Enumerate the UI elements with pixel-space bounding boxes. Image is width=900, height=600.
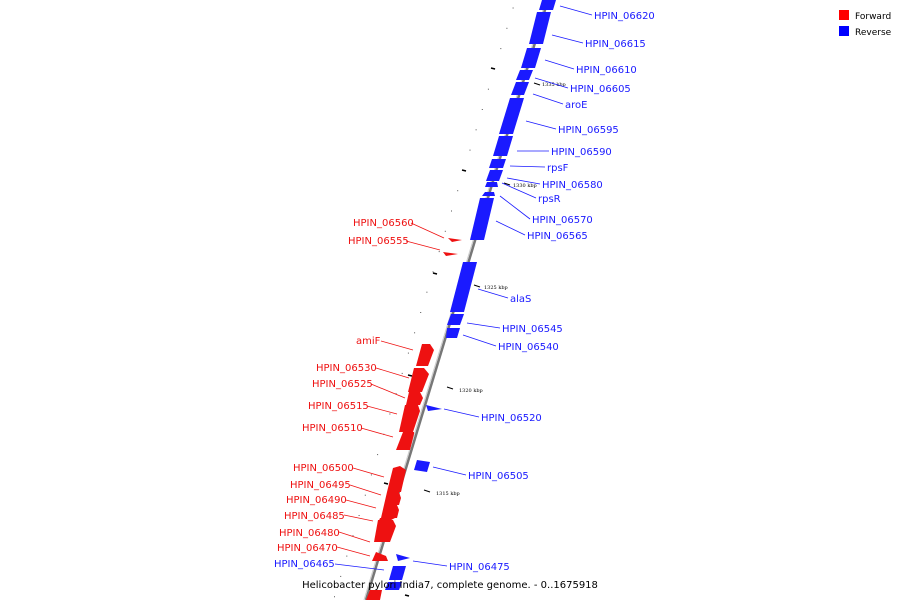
- gene-HPIN_06545[interactable]: [447, 314, 464, 325]
- legend: Forward Reverse: [839, 10, 892, 38]
- legend-swatch-reverse: [839, 26, 849, 36]
- kbp-scale: 1335 kbp 1330 kbp 1325 kbp 1320 kbp 1315…: [423, 82, 566, 497]
- gene-label[interactable]: HPIN_06555: [348, 236, 409, 247]
- tick-mark-major: [461, 169, 467, 172]
- gene-HPIN_06595[interactable]: [499, 98, 524, 134]
- gene-HPIN_06570[interactable]: [482, 192, 495, 196]
- gene-label[interactable]: HPIN_06540: [498, 342, 559, 353]
- reverse-leader-lines: [334, 5, 593, 571]
- gene-label[interactable]: HPIN_06515: [308, 401, 369, 412]
- gene-HPIN_06530[interactable]: [408, 368, 429, 392]
- kbp-label-1335: 1335 kbp: [542, 82, 566, 88]
- gene-label[interactable]: HPIN_06530: [316, 363, 377, 374]
- gene-HPIN_06605[interactable]: [516, 70, 533, 80]
- legend-label-reverse: Reverse: [855, 28, 892, 38]
- gene-HPIN_06465[interactable]: [389, 566, 406, 580]
- gene-label[interactable]: HPIN_06615: [585, 39, 646, 50]
- gene-label[interactable]: HPIN_06480: [279, 528, 340, 539]
- gene-label[interactable]: HPIN_06495: [290, 480, 351, 491]
- gene-HPIN_06565[interactable]: [470, 198, 494, 240]
- gene-label[interactable]: HPIN_06490: [286, 495, 347, 506]
- gene-HPIN_06515[interactable]: [399, 405, 420, 432]
- gene-label[interactable]: HPIN_06510: [302, 423, 363, 434]
- gene-HPIN_06590[interactable]: [493, 136, 513, 156]
- gene-label[interactable]: rpsR: [538, 194, 561, 205]
- gene-HPIN_06560[interactable]: [448, 238, 462, 242]
- gene-label[interactable]: HPIN_06565: [527, 231, 588, 242]
- forward-leader-lines: [336, 222, 445, 557]
- gene-label[interactable]: HPIN_06475: [449, 562, 510, 573]
- tick-mark-major: [432, 272, 438, 275]
- gene-HPIN_06475[interactable]: [396, 554, 410, 561]
- kbp-label-1320: 1320 kbp: [459, 388, 483, 394]
- gene-label[interactable]: HPIN_06570: [532, 215, 593, 226]
- gene-label[interactable]: HPIN_06525: [312, 379, 373, 390]
- legend-label-forward: Forward: [855, 12, 891, 22]
- gene-label[interactable]: HPIN_06595: [558, 125, 619, 136]
- gene-label[interactable]: HPIN_06580: [542, 180, 603, 191]
- gene-label[interactable]: HPIN_06620: [594, 11, 655, 22]
- gene-HPIN_06480[interactable]: [374, 520, 396, 542]
- kbp-label-1315: 1315 kbp: [436, 491, 460, 497]
- gene-HPIN_06540[interactable]: [446, 328, 460, 338]
- gene-HPIN_06505[interactable]: [414, 460, 430, 472]
- gene-label[interactable]: HPIN_06470: [277, 543, 338, 554]
- gene-label[interactable]: alaS: [510, 294, 531, 305]
- gene-HPIN_06470[interactable]: [372, 552, 388, 561]
- gene-HPIN_06500[interactable]: [387, 466, 406, 492]
- gene-label[interactable]: HPIN_06505: [468, 471, 529, 482]
- genome-caption: Helicobacter pylori India7, complete gen…: [302, 580, 598, 591]
- gene-label[interactable]: HPIN_06590: [551, 147, 612, 158]
- gene-HPIN_06525[interactable]: [406, 392, 423, 405]
- kbp-label-1330: 1330 kbp: [513, 183, 537, 189]
- gene-HPIN_06520[interactable]: [426, 405, 442, 411]
- gene-alaS[interactable]: [450, 262, 477, 312]
- gene-label[interactable]: HPIN_06465: [274, 559, 335, 570]
- gene-reverse-bottom[interactable]: [385, 582, 402, 590]
- gene-label[interactable]: rpsF: [547, 163, 569, 174]
- legend-swatch-forward: [839, 10, 849, 20]
- tick-marks: [334, 7, 514, 598]
- forward-gene-labels: HPIN_06560 HPIN_06555 amiF HPIN_06530 HP…: [277, 218, 414, 554]
- gene-label[interactable]: HPIN_06610: [576, 65, 637, 76]
- gene-label[interactable]: aroE: [565, 100, 587, 111]
- tick-mark-major: [383, 482, 389, 485]
- reverse-gene-labels: HPIN_06620 HPIN_06615 HPIN_06610 HPIN_06…: [274, 11, 655, 573]
- reverse-strand-genes: [385, 0, 556, 590]
- gene-label[interactable]: HPIN_06545: [502, 324, 563, 335]
- gene-rpsF[interactable]: [489, 159, 506, 168]
- kbp-label-1325: 1325 kbp: [484, 285, 508, 291]
- tick-mark-major: [490, 67, 496, 70]
- gene-HPIN_06580[interactable]: [486, 170, 503, 181]
- gene-HPIN_06490[interactable]: [381, 505, 399, 518]
- gene-HPIN_06510[interactable]: [396, 432, 414, 450]
- gene-HPIN_06610[interactable]: [521, 48, 541, 68]
- gene-aroE[interactable]: [511, 82, 529, 95]
- gene-label[interactable]: HPIN_06485: [284, 511, 345, 522]
- gene-label[interactable]: HPIN_06520: [481, 413, 542, 424]
- gene-label[interactable]: amiF: [356, 336, 381, 347]
- gene-amiF[interactable]: [416, 344, 434, 366]
- gene-HPIN_06495[interactable]: [384, 492, 401, 505]
- gene-rpsR[interactable]: [485, 182, 498, 187]
- gene-label[interactable]: HPIN_06500: [293, 463, 354, 474]
- gene-label[interactable]: HPIN_06605: [570, 84, 631, 95]
- tick-mark-major: [404, 594, 410, 597]
- gene-HPIN_06555[interactable]: [443, 252, 458, 256]
- gene-forward-bottom[interactable]: [366, 590, 382, 600]
- gene-HPIN_06615[interactable]: [529, 12, 551, 44]
- tick-mark-major: [407, 374, 413, 377]
- gene-label[interactable]: HPIN_06560: [353, 218, 414, 229]
- forward-strand-genes: [366, 238, 462, 600]
- gene-HPIN_06620[interactable]: [539, 0, 556, 10]
